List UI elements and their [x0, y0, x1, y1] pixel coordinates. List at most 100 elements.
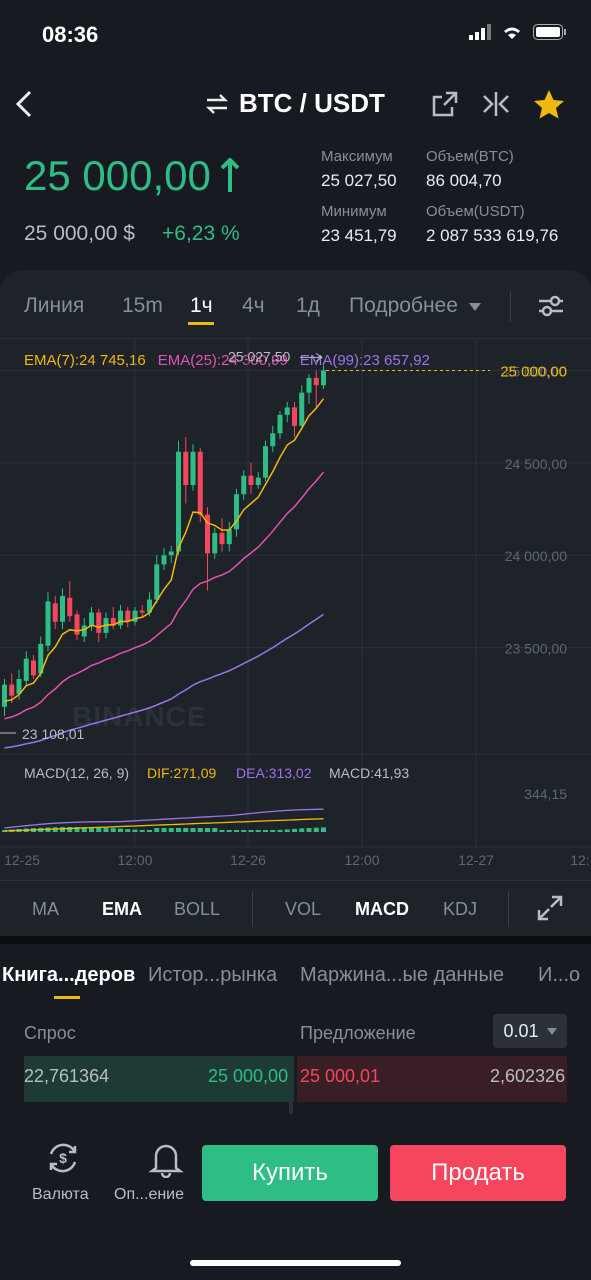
- star-icon[interactable]: [532, 88, 566, 120]
- candle-body: [270, 433, 276, 447]
- buy-button[interactable]: Купить: [202, 1145, 378, 1201]
- swap-arrows-icon: [205, 93, 229, 114]
- precision-value: 0.01: [503, 1020, 539, 1041]
- ind-kdj[interactable]: KDJ: [443, 899, 478, 919]
- ema7-line: [4, 398, 325, 702]
- tf-1h[interactable]: 1ч: [190, 294, 213, 317]
- tf-line[interactable]: Линия: [24, 294, 85, 317]
- tf-4h[interactable]: 4ч: [242, 294, 265, 317]
- candle-body: [52, 603, 58, 622]
- candle-body: [45, 601, 51, 646]
- price-chart[interactable]: 25 000,00 24 500,00 24 000,00 23 500,00 BINA…: [0, 340, 591, 880]
- macd-histogram-bar: [132, 829, 138, 832]
- bell-icon[interactable]: [148, 1140, 184, 1178]
- candle-body: [110, 618, 116, 626]
- back-icon[interactable]: [12, 88, 36, 120]
- ind-ema[interactable]: EMA: [102, 899, 142, 919]
- bid-qty: 22,761364: [24, 1066, 110, 1086]
- candle-body: [205, 514, 210, 554]
- y-tick-label: 25 000,00: [505, 363, 567, 379]
- compare-icon[interactable]: [481, 90, 511, 118]
- y-tick-label: 24 500,00: [505, 456, 567, 472]
- macd-axis-label: 344,15: [524, 786, 567, 802]
- ind-divider-1: [252, 891, 253, 927]
- tf-15m[interactable]: 15m: [122, 294, 163, 317]
- candle-body: [313, 377, 319, 386]
- macd-histogram-bar: [205, 828, 210, 832]
- ind-boll[interactable]: BOLL: [174, 899, 221, 919]
- macd-histogram-bar: [147, 830, 152, 832]
- macd-value: MACD:41,93: [329, 765, 409, 781]
- precision-select[interactable]: 0.01: [493, 1014, 567, 1048]
- vol-usdt-label: Объем(USDT): [426, 203, 525, 220]
- ema7-label: EMA(7):24 745,16: [24, 352, 146, 369]
- macd-histogram-bar: [139, 830, 145, 832]
- bid-depth-bar: [24, 1056, 294, 1102]
- ind-macd[interactable]: MACD: [355, 899, 409, 919]
- macd-histogram-bar: [81, 827, 87, 832]
- macd-histogram-bar: [263, 830, 268, 832]
- tab-margin[interactable]: Маржина...ые данные: [300, 964, 504, 986]
- candle-body: [81, 625, 87, 637]
- x-tick-label: 12:: [570, 852, 589, 868]
- chart-panel: [0, 270, 591, 880]
- share-icon[interactable]: [432, 91, 458, 117]
- pair-title[interactable]: BTC / USDT: [205, 88, 385, 119]
- x-tick-label: 12-26: [230, 852, 266, 868]
- chart-settings-icon[interactable]: [537, 294, 565, 318]
- currency-convert-icon[interactable]: $: [45, 1140, 81, 1176]
- tf-more[interactable]: Подробнее: [349, 294, 482, 318]
- candle-body: [9, 684, 15, 696]
- low-label: Минимум: [321, 203, 387, 220]
- candle-body: [241, 475, 247, 495]
- candle-body: [168, 551, 174, 556]
- tf-more-label: Подробнее: [349, 294, 458, 317]
- candle-body: [118, 610, 123, 626]
- tabbar-divider: [510, 292, 511, 322]
- candle-body: [263, 446, 268, 478]
- candle-body: [183, 451, 189, 486]
- candle-body: [96, 612, 102, 633]
- candle-body: [255, 477, 261, 486]
- sell-button[interactable]: Продать: [390, 1145, 566, 1201]
- macd-histogram-bar: [321, 827, 326, 832]
- macd-histogram-bar: [89, 827, 94, 832]
- tab-market-history[interactable]: Истор...рынка: [148, 964, 278, 986]
- last-price-value: 25 000,00: [24, 152, 211, 199]
- ind-vol[interactable]: VOL: [285, 899, 322, 919]
- macd-histogram-bar: [299, 828, 305, 832]
- ask-price[interactable]: 25 000,01: [300, 1066, 381, 1086]
- candle-body: [292, 407, 297, 426]
- alert-label[interactable]: Оп...ение: [114, 1186, 185, 1203]
- tab-order-book[interactable]: Книга...деров: [2, 964, 136, 986]
- macd-histogram-bar: [168, 828, 174, 832]
- macd-histogram-bar: [96, 827, 102, 832]
- tab-active-underline: [54, 996, 80, 999]
- last-price: 25 000,00: [24, 152, 241, 200]
- macd-dif-line: [4, 818, 324, 832]
- y-tick-label: 23 500,00: [505, 641, 567, 657]
- macd-histogram-bar: [241, 830, 247, 832]
- macd-dea: DEA:313,02: [236, 765, 312, 781]
- candle-body: [226, 529, 232, 545]
- macd-histogram-bar: [197, 828, 203, 832]
- candle-body: [299, 392, 305, 426]
- svg-text:$: $: [59, 1150, 67, 1166]
- usd-price: 25 000,00 $: [24, 222, 135, 245]
- macd-histogram-bar: [248, 830, 254, 832]
- high-marker: 25 027,50: [228, 348, 290, 364]
- ind-ma[interactable]: MA: [32, 899, 59, 919]
- candle-body: [284, 407, 290, 415]
- tab-info[interactable]: И...о: [538, 964, 581, 986]
- fullscreen-icon[interactable]: [537, 895, 563, 921]
- tf-1d[interactable]: 1д: [296, 294, 320, 317]
- currency-label[interactable]: Валюта: [32, 1186, 89, 1203]
- status-icons: [469, 24, 567, 40]
- ask-header: Предложение: [300, 1023, 416, 1043]
- macd-histogram-bar: [183, 828, 189, 832]
- signal-icon: [469, 24, 491, 40]
- macd-dif: DIF:271,09: [147, 765, 216, 781]
- bid-price[interactable]: 25 000,00: [208, 1066, 289, 1086]
- timeframe-bar: Линия 15m 1ч 4ч 1д Подробнее: [0, 282, 591, 332]
- low-value: 23 451,79: [321, 226, 397, 245]
